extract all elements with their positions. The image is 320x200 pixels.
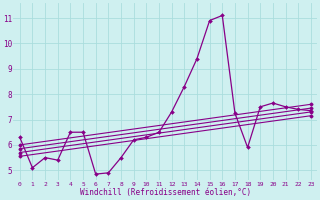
X-axis label: Windchill (Refroidissement éolien,°C): Windchill (Refroidissement éolien,°C) [80, 188, 251, 197]
